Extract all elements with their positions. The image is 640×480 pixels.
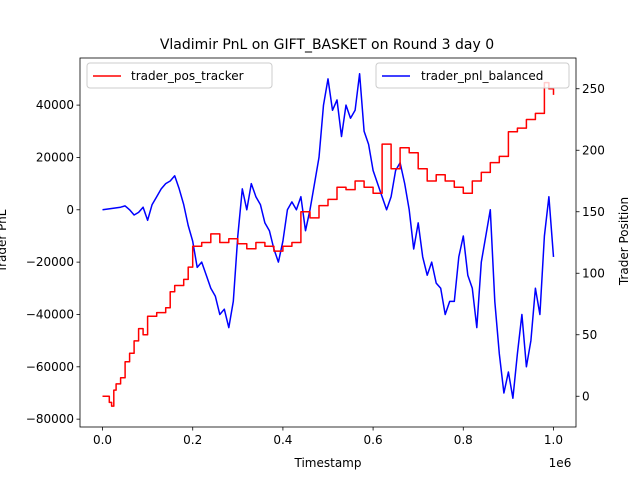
y-right-tick-label: 150 bbox=[582, 205, 605, 219]
x-tick-label: 0.8 bbox=[454, 433, 473, 447]
y-left-tick-label: −20000 bbox=[26, 255, 74, 269]
x-tick-label: 0.2 bbox=[183, 433, 202, 447]
plot-area bbox=[102, 72, 555, 407]
y-left-tick-label: 20000 bbox=[36, 150, 74, 164]
y-left-tick-label: −60000 bbox=[26, 360, 74, 374]
x-tick-label: 0.0 bbox=[93, 433, 112, 447]
legend-right-label: trader_pnl_balanced bbox=[421, 69, 543, 83]
legend-left: trader_pos_tracker bbox=[86, 62, 273, 89]
x-tick-label: 0.4 bbox=[273, 433, 292, 447]
legend-left-label: trader_pos_tracker bbox=[131, 69, 244, 83]
y-right-tick-label: 50 bbox=[582, 328, 597, 342]
x-tick-label: 0.6 bbox=[364, 433, 383, 447]
y-right-tick-label: 200 bbox=[582, 143, 605, 157]
series-line-trader_pnl_balanced bbox=[102, 72, 555, 399]
legend-left-frame bbox=[86, 62, 273, 89]
y-left-tick-label: 40000 bbox=[36, 98, 74, 112]
y-right-tick-label: 250 bbox=[582, 82, 605, 96]
axes: 0.0 0.2 0.4 0.6 0.8 1.0 −80000 −60000 −40000 −200… bbox=[26, 57, 605, 447]
y-axis-right-label: Trader Position bbox=[617, 197, 631, 286]
y-right-tick-label: 0 bbox=[582, 389, 590, 403]
y-right-tick-label: 100 bbox=[582, 266, 605, 280]
series-line-trader_pos_tracker bbox=[102, 81, 555, 407]
x-axis-offset-text: 1e6 bbox=[549, 456, 572, 470]
y-left-tick-label: −40000 bbox=[26, 307, 74, 321]
legend-right-frame bbox=[375, 62, 570, 89]
legend-right: trader_pnl_balanced bbox=[375, 62, 570, 89]
y-left-tick-label: 0 bbox=[66, 203, 74, 217]
chart-title: Vladimir PnL on GIFT_BASKET on Round 3 d… bbox=[160, 37, 494, 53]
x-axis-label: Timestamp bbox=[294, 456, 362, 470]
x-tick-label: 1.0 bbox=[544, 433, 563, 447]
plot-frame bbox=[79, 57, 577, 428]
y-axis-left-label: Trader PnL bbox=[0, 209, 9, 273]
y-left-tick-label: −80000 bbox=[26, 412, 74, 426]
